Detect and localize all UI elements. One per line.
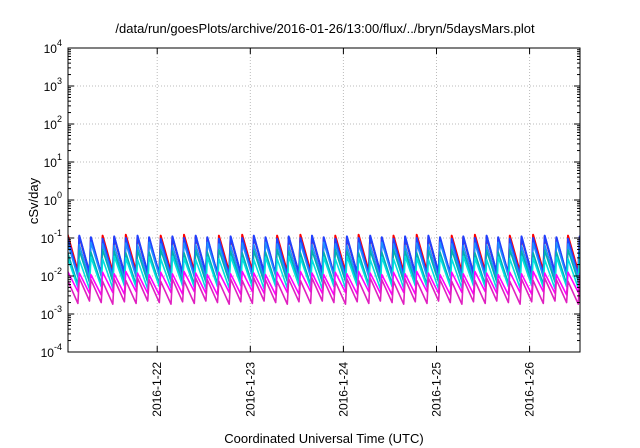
series-line xyxy=(68,248,580,286)
axis-ticks: 10-4 10-3 10-2 10-1 100 101 102 103 104 2016-1-22… xyxy=(41,38,580,417)
y-tick-label: 10-4 xyxy=(41,342,62,360)
y-tick-label: 101 xyxy=(44,152,62,170)
y-tick-label: 10-1 xyxy=(41,228,62,246)
x-tick-label: 2016-1-25 xyxy=(429,362,443,417)
x-tick-label: 2016-1-23 xyxy=(243,362,257,417)
series-group xyxy=(68,233,580,305)
y-tick-label: 10-3 xyxy=(41,304,62,322)
series-line xyxy=(68,234,580,277)
series-line xyxy=(68,277,580,305)
x-axis-label: Coordinated Universal Time (UTC) xyxy=(224,431,423,446)
x-tick-label: 2016-1-26 xyxy=(523,362,537,417)
x-tick-label: 2016-1-22 xyxy=(150,362,164,417)
y-tick-label: 103 xyxy=(44,76,62,94)
series-line xyxy=(68,255,580,290)
y-tick-label: 100 xyxy=(44,190,62,208)
series-line xyxy=(68,270,580,296)
y-tick-label: 104 xyxy=(44,38,62,56)
x-tick-label: 2016-1-24 xyxy=(336,362,350,417)
chart-title: /data/run/goesPlots/archive/2016-01-26/1… xyxy=(115,21,535,36)
series-line xyxy=(68,241,580,281)
y-tick-label: 10-2 xyxy=(41,266,62,284)
grid-lines xyxy=(68,48,580,352)
y-tick-label: 102 xyxy=(44,114,62,132)
y-axis-label: cSv/day xyxy=(26,177,41,224)
